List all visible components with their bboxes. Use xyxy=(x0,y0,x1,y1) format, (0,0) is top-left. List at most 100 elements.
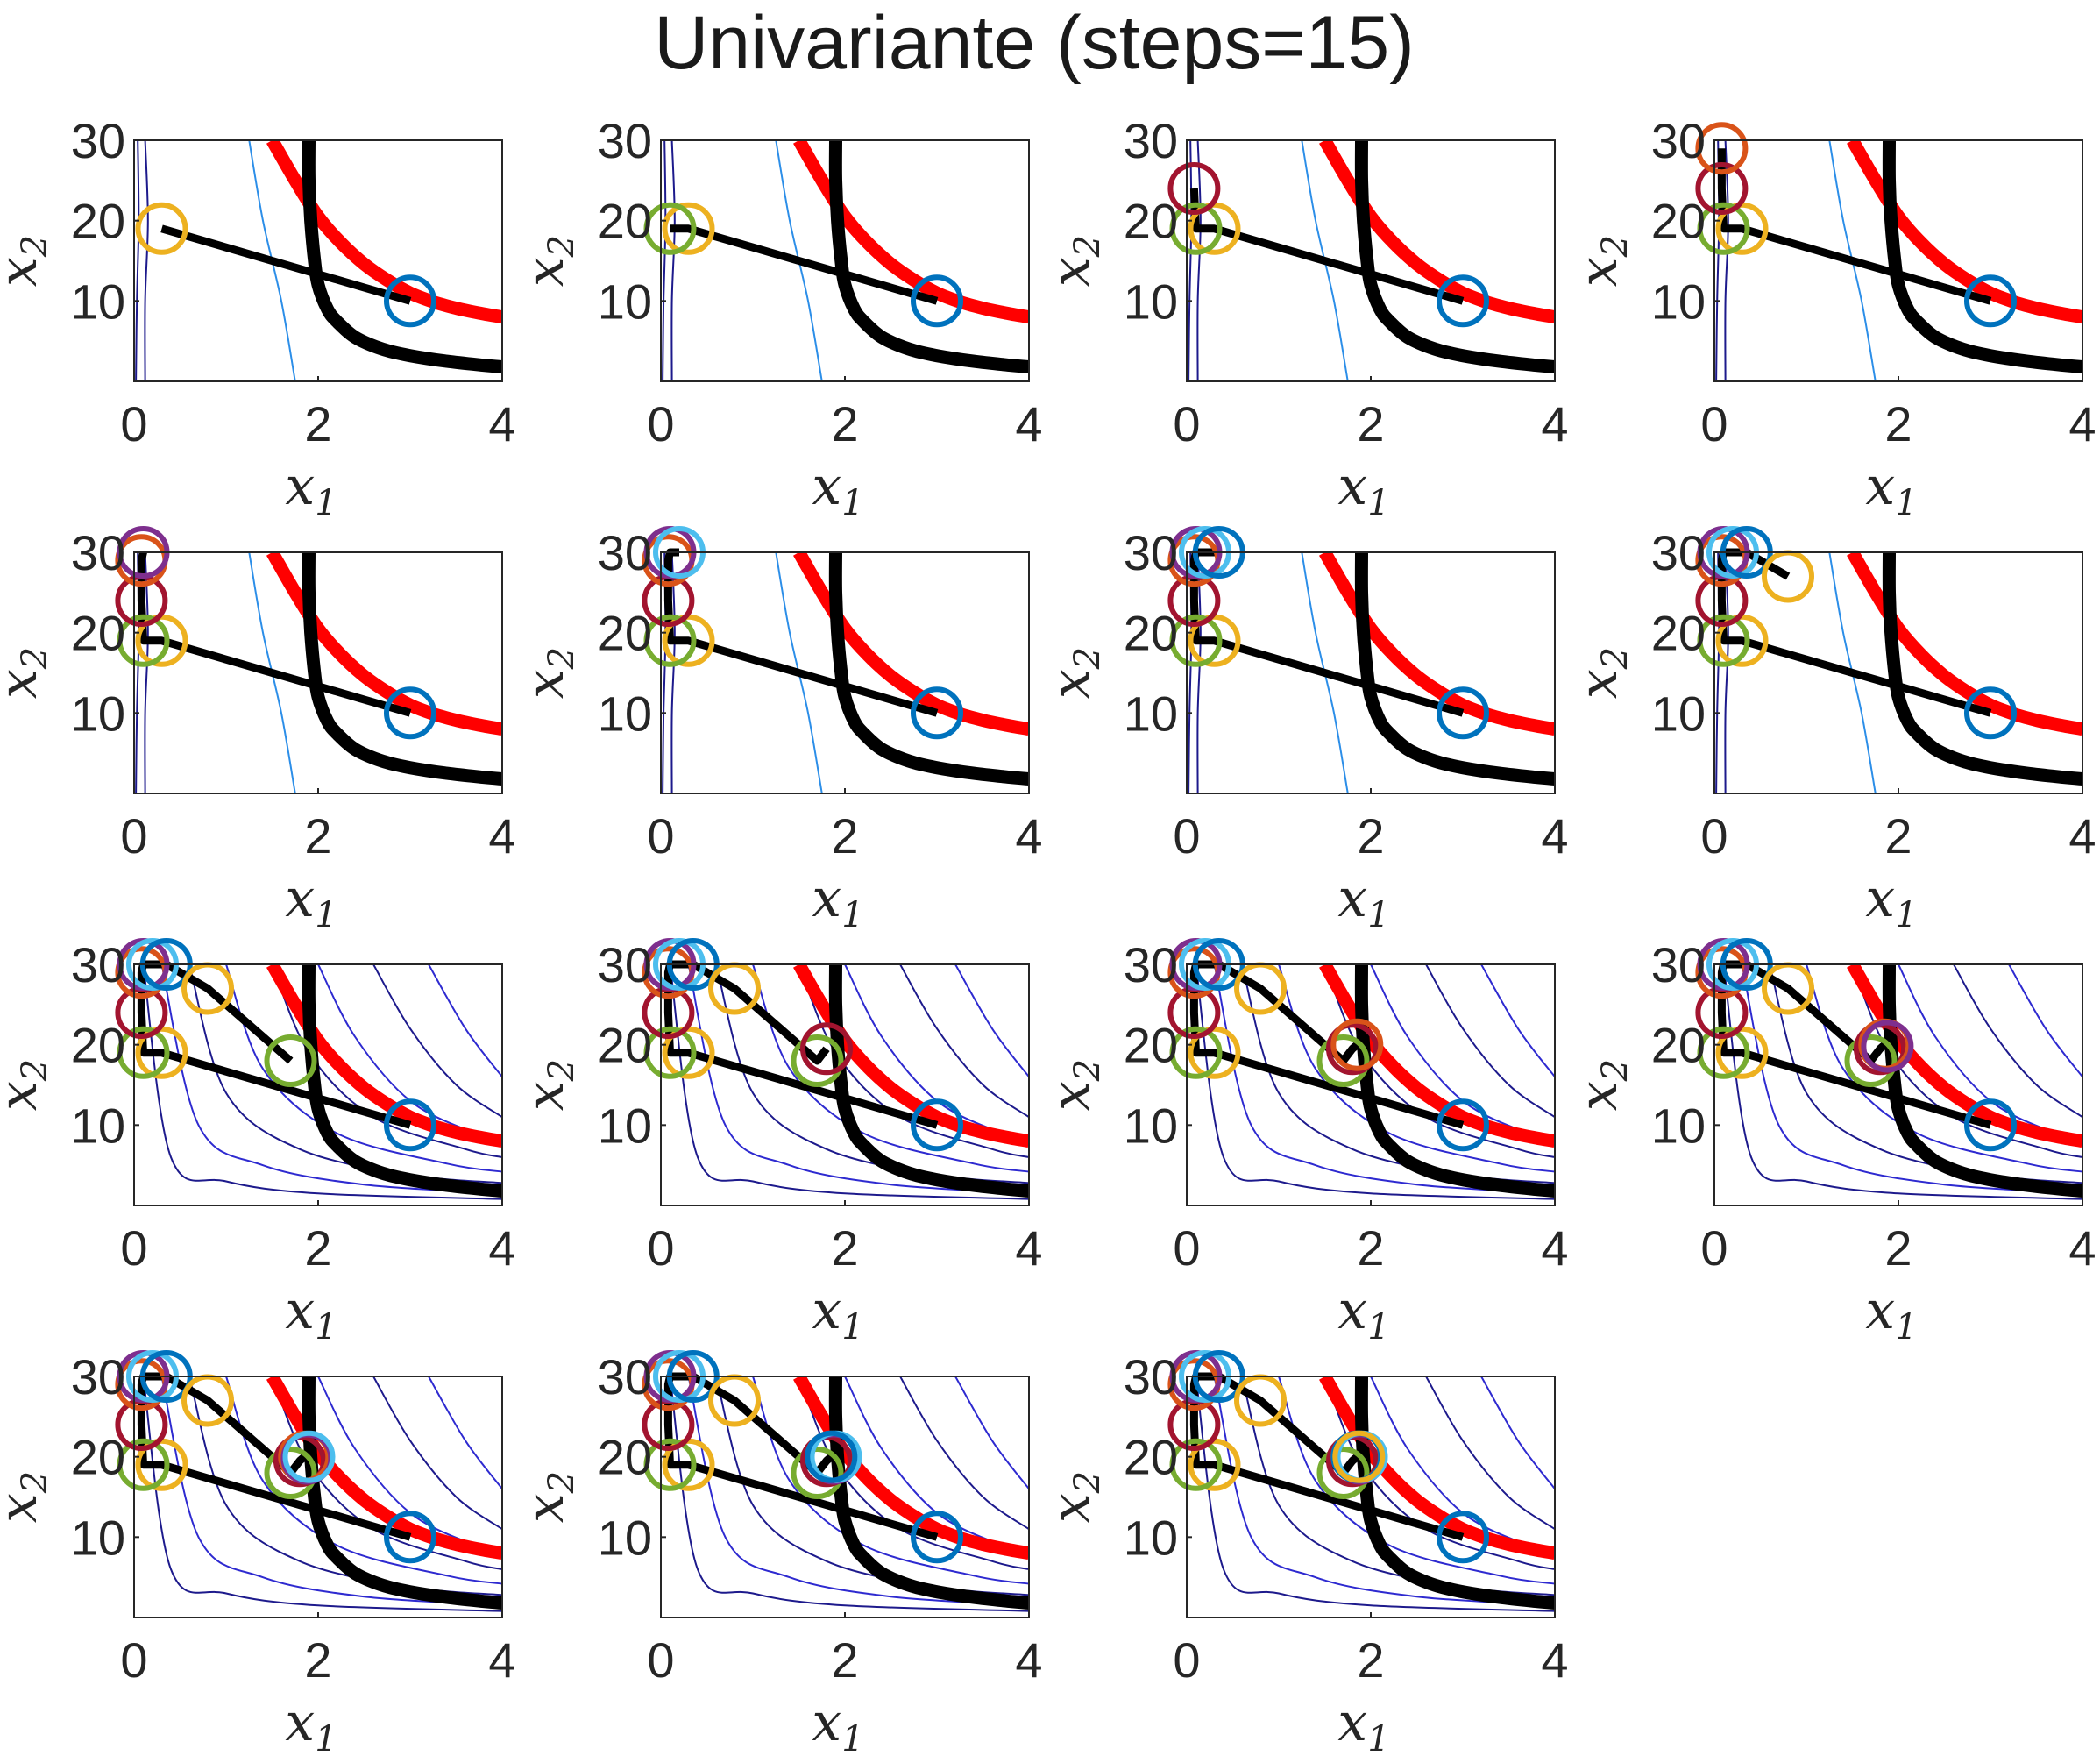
y-tick-label: 10 xyxy=(71,1510,125,1565)
y-tick-label: 10 xyxy=(71,1098,125,1153)
y-tick-label: 10 xyxy=(598,1510,652,1565)
x-tick-label: 0 xyxy=(1173,808,1200,864)
x-tick-label: 4 xyxy=(2068,808,2096,864)
constraint-curve-black xyxy=(1354,552,1555,786)
search-path xyxy=(1189,188,1465,305)
constraint-curve-black xyxy=(1882,552,2082,786)
x-tick-label: 2 xyxy=(1357,1220,1384,1276)
plot-area xyxy=(1715,140,2082,381)
iterate-marker xyxy=(264,1034,317,1087)
x-axis-label: x1 xyxy=(1337,1692,1389,1756)
x-tick-label: 4 xyxy=(1015,1220,1042,1276)
iterate-marker xyxy=(1169,202,1223,255)
iterate-marker xyxy=(1437,1098,1489,1152)
iterate-marker xyxy=(264,1447,317,1499)
subplot-5: 0 2 4 10 20 30 x1 x2 xyxy=(0,525,516,935)
y-axis-label: x2 xyxy=(514,1059,582,1111)
iterate-marker xyxy=(384,686,436,740)
plot-area xyxy=(662,552,1029,793)
iterate-marker xyxy=(1326,1022,1379,1076)
iterate-marker xyxy=(643,202,697,255)
y-tick-label: 20 xyxy=(1124,194,1178,249)
y-tick-label: 10 xyxy=(1651,686,1706,741)
y-tick-label: 30 xyxy=(71,113,125,168)
y-tick-label: 10 xyxy=(598,1098,652,1153)
x-axis-label: x1 xyxy=(1337,868,1389,935)
y-tick-label: 10 xyxy=(1124,274,1178,329)
iterate-marker xyxy=(1964,274,2017,328)
x-tick-label: 0 xyxy=(1700,808,1728,864)
plot-area xyxy=(142,1376,502,1612)
plot-area xyxy=(135,552,502,793)
y-tick-label: 30 xyxy=(1124,1349,1178,1404)
x-tick-label: 2 xyxy=(304,396,331,451)
x-tick-label: 2 xyxy=(831,1632,858,1688)
subplot-7: 0 2 4 10 20 30 x1 x2 xyxy=(1040,525,1569,935)
x-tick-label: 2 xyxy=(1357,1632,1384,1688)
y-axis-label: x2 xyxy=(1040,647,1108,699)
y-tick-label: 30 xyxy=(1651,937,1706,992)
y-tick-label: 10 xyxy=(1651,1098,1706,1153)
constraint-curve-black xyxy=(302,964,502,1198)
x-tick-label: 0 xyxy=(1700,1220,1728,1276)
y-tick-label: 30 xyxy=(1651,525,1706,580)
y-tick-label: 10 xyxy=(71,686,125,741)
search-path xyxy=(160,224,412,305)
x-tick-label: 0 xyxy=(1173,1632,1200,1688)
constraint-curve-black xyxy=(828,1376,1029,1610)
y-axis-label: x2 xyxy=(514,647,582,699)
plot-area xyxy=(135,140,502,381)
iterate-marker xyxy=(1316,1447,1370,1499)
subplot-11: 0 2 4 10 20 30 x1 x2 xyxy=(1040,937,1569,1347)
y-axis-label: x2 xyxy=(514,1471,582,1523)
contour-line xyxy=(144,140,149,381)
iterate-marker xyxy=(117,1026,170,1079)
x-axis-label: x1 xyxy=(1337,1280,1389,1347)
iterate-marker xyxy=(800,1022,853,1076)
x-tick-label: 4 xyxy=(1015,396,1042,451)
y-tick-label: 20 xyxy=(1124,1018,1178,1073)
x-axis-label: x1 xyxy=(285,1692,337,1756)
iterate-marker xyxy=(1844,1034,1898,1087)
constraint-curve-black xyxy=(1354,964,1555,1198)
plot-area xyxy=(662,140,1029,381)
contour-line xyxy=(1195,964,1555,1200)
y-tick-label: 20 xyxy=(1651,1018,1706,1073)
search-path xyxy=(1717,148,1992,305)
plot-area xyxy=(1188,552,1555,793)
y-tick-label: 10 xyxy=(598,686,652,741)
iterate-marker xyxy=(911,1511,963,1564)
contour-line xyxy=(135,140,140,381)
contour-line xyxy=(1425,964,1555,1119)
iterate-marker xyxy=(1964,1098,2017,1152)
constraint-curve-black xyxy=(302,140,502,373)
x-axis-label: x1 xyxy=(812,456,863,523)
x-tick-label: 4 xyxy=(488,808,515,864)
x-axis-label: x1 xyxy=(285,868,337,935)
iterate-marker xyxy=(1437,1511,1489,1564)
y-tick-label: 20 xyxy=(598,606,652,661)
contour-line xyxy=(1953,964,2082,1119)
y-tick-label: 20 xyxy=(598,194,652,249)
plot-area xyxy=(1722,964,2082,1200)
subplot-13: 0 2 4 10 20 30 x1 x2 xyxy=(0,1349,516,1756)
contour-line xyxy=(954,1376,1029,1489)
iterate-marker xyxy=(1697,614,1750,667)
iterate-marker xyxy=(805,1430,858,1483)
y-tick-label: 20 xyxy=(1124,606,1178,661)
x-tick-label: 2 xyxy=(831,396,858,451)
x-tick-label: 2 xyxy=(831,808,858,864)
y-tick-label: 20 xyxy=(71,194,125,249)
subplot-9: 0 2 4 10 20 30 x1 x2 xyxy=(0,937,516,1347)
constraint-curve-black xyxy=(828,552,1029,786)
contour-line xyxy=(1722,964,2082,1200)
contour-line xyxy=(142,1376,502,1612)
x-tick-label: 0 xyxy=(120,1220,147,1276)
contour-line xyxy=(428,1376,502,1489)
iterate-marker xyxy=(117,614,170,667)
x-tick-label: 4 xyxy=(488,1632,515,1688)
search-path xyxy=(137,551,412,717)
x-tick-label: 2 xyxy=(1357,808,1384,864)
contour-line xyxy=(1196,552,1202,793)
constraint-curve-black xyxy=(828,964,1029,1198)
